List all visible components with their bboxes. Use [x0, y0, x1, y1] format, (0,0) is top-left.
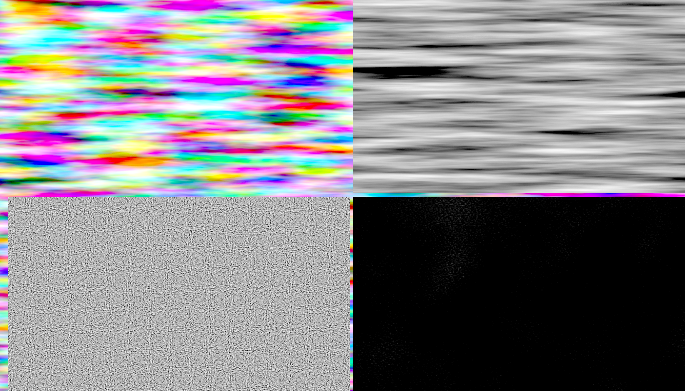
static-noise — [8, 197, 350, 391]
gray-stripes — [353, 0, 685, 193]
glitch-streaks — [8, 0, 350, 193]
texture-grid — [0, 0, 685, 391]
dark-speckle — [353, 197, 685, 391]
